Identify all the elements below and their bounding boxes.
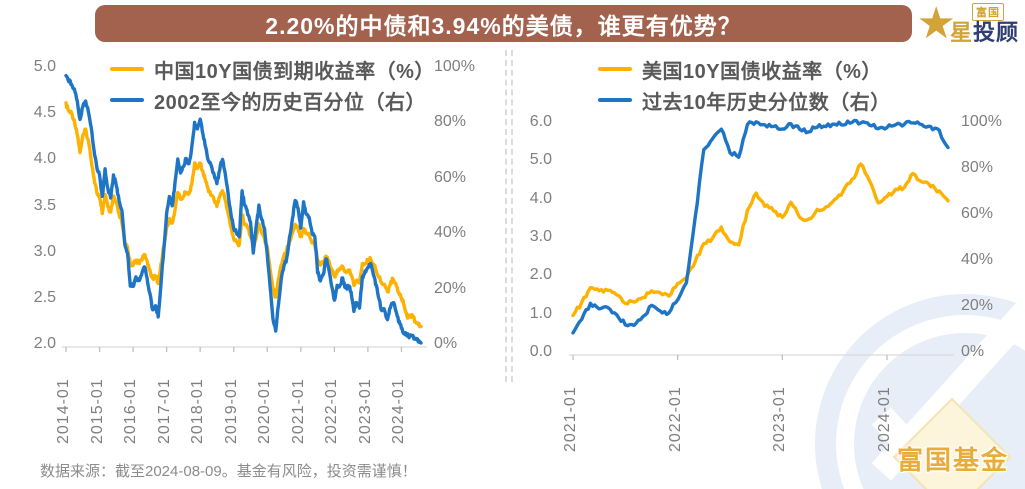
fullgoal-star-logo: ★ 富国 星投顾	[917, 2, 1019, 46]
axis-tick-label: 4.0	[529, 189, 552, 207]
watermark-text: 富国基金	[897, 445, 1010, 475]
axis-tick-label: 40%	[434, 224, 467, 242]
axis-tick-label: 2.5	[33, 288, 56, 306]
right-chart-legend: 美国10Y国债收益率（%） 过去10年历史分位数（右）	[598, 56, 891, 114]
percentile-line-swatch	[598, 97, 632, 103]
axis-tick-label: 4.0	[33, 150, 56, 168]
axis-tick-label: 2015-01	[88, 378, 106, 444]
axis-tick-label: 80%	[961, 159, 994, 176]
legend-item: 过去10年历史分位数（右）	[598, 87, 891, 114]
axis-tick-label: 2021-01	[562, 386, 579, 452]
title-banner: 2.20%的中债和3.94%的美债，谁更有优势？	[95, 5, 912, 42]
legend-label: 过去10年历史分位数（右）	[642, 91, 891, 114]
logo-name-gold: 星	[949, 20, 973, 45]
axis-tick-label: 40%	[961, 251, 994, 268]
axis-tick-label: 100%	[434, 58, 475, 75]
axis-tick-label: 20%	[434, 279, 467, 297]
axis-tick-label: 5.0	[529, 151, 552, 169]
axis-tick-label: 2018-01	[189, 378, 207, 444]
legend-item: 中国10Y国债到期收益率（%）	[110, 56, 435, 83]
axis-tick-label: 2016-01	[122, 378, 140, 444]
axis-tick-label: 2024-01	[390, 378, 408, 444]
axis-tick-label: 0.0	[529, 343, 552, 360]
axis-tick-label: 6.0	[529, 113, 552, 130]
axis-tick-label: 2022-01	[666, 386, 684, 452]
axis-tick-label: 60%	[961, 205, 994, 222]
axis-tick-label: 0%	[434, 335, 458, 352]
axis-tick-label: 2014-01	[55, 378, 72, 444]
axis-tick-label: 4.5	[33, 104, 56, 122]
axis-tick-label: 3.0	[33, 242, 56, 260]
legend-label: 2002至今的历史百分位（右）	[154, 91, 426, 114]
axis-tick-label: 2.0	[529, 266, 552, 284]
legend-label: 美国10Y国债收益率（%）	[642, 60, 882, 83]
axis-tick-label: 2023-01	[356, 378, 374, 444]
left-chart-legend: 中国10Y国债到期收益率（%） 2002至今的历史百分位（右）	[110, 56, 435, 114]
axis-tick-label: 100%	[961, 113, 1002, 130]
axis-tick-label: 2017-01	[155, 378, 173, 444]
axis-tick-label: 60%	[434, 168, 467, 186]
yield-line-swatch	[598, 66, 632, 72]
footer-disclaimer: 数据来源：截至2024-08-09。基金有风险，投资需谨慎！	[40, 460, 417, 481]
logo-text-block: 富国 星投顾	[950, 3, 1019, 45]
axis-tick-label: 2020-01	[256, 378, 274, 444]
yield-line-swatch	[110, 66, 144, 72]
axis-tick-label: 2023-01	[771, 386, 789, 452]
fullgoal-watermark: 富国基金	[815, 277, 1025, 489]
axis-tick-label: 2.0	[33, 335, 56, 352]
logo-name: 星投顾	[950, 21, 1019, 45]
axis-tick-label: 80%	[434, 113, 467, 131]
axis-tick-label: 5.0	[33, 58, 56, 75]
axis-tick-label: 3.0	[529, 228, 552, 245]
chart-divider	[505, 50, 513, 382]
page-title: 2.20%的中债和3.94%的美债，谁更有优势？	[265, 12, 742, 39]
axis-tick-label: 2021-01	[289, 378, 307, 444]
axis-tick-label: 2022-01	[323, 378, 341, 444]
logo-brand-box: 富国	[971, 3, 1004, 21]
percentile-line-swatch	[110, 97, 144, 103]
logo-name-navy: 投顾	[972, 20, 1019, 45]
legend-label: 中国10Y国债到期收益率（%）	[154, 60, 435, 83]
axis-tick-label: 1.0	[529, 304, 552, 322]
footer-text: 数据来源：截至2024-08-09。基金有风险，投资需谨慎！	[40, 463, 417, 480]
axis-tick-label: 3.5	[33, 196, 56, 214]
legend-item: 2002至今的历史百分位（右）	[110, 87, 435, 114]
legend-item: 美国10Y国债收益率（%）	[598, 56, 891, 83]
axis-tick-label: 2019-01	[222, 378, 240, 444]
star-icon: ★	[916, 0, 956, 48]
